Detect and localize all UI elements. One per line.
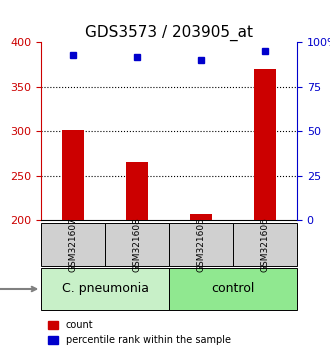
- Text: control: control: [212, 282, 255, 296]
- Bar: [62, 130, 84, 220]
- FancyBboxPatch shape: [169, 223, 233, 266]
- Text: GSM321607: GSM321607: [69, 217, 78, 272]
- Text: GSM321606: GSM321606: [260, 217, 270, 272]
- Title: GDS3573 / 203905_at: GDS3573 / 203905_at: [85, 25, 253, 41]
- FancyBboxPatch shape: [41, 268, 169, 310]
- Text: GSM321605: GSM321605: [197, 217, 206, 272]
- Text: GSM321608: GSM321608: [133, 217, 142, 272]
- FancyBboxPatch shape: [169, 268, 297, 310]
- Bar: [190, 214, 212, 220]
- Bar: [254, 69, 276, 220]
- FancyBboxPatch shape: [105, 223, 169, 266]
- FancyBboxPatch shape: [41, 223, 105, 266]
- Text: infection: infection: [0, 284, 36, 294]
- Text: C. pneumonia: C. pneumonia: [62, 282, 149, 296]
- Bar: [126, 162, 148, 220]
- FancyBboxPatch shape: [233, 223, 297, 266]
- Legend: count, percentile rank within the sample: count, percentile rank within the sample: [45, 316, 235, 349]
